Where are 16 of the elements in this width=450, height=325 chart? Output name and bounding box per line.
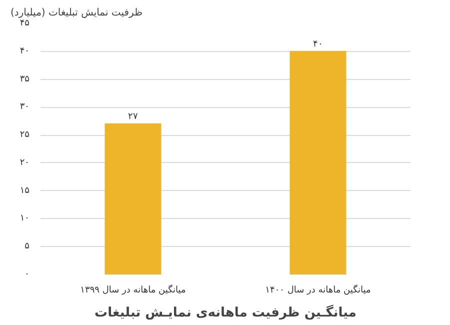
y-tick-label: ۴۰ (20, 46, 30, 56)
y-tick-label: ۴۵ (20, 18, 30, 28)
x-tick-label: میانگین ماهانه در سال ۱۳۹۹ (80, 284, 186, 296)
y-axis-title: ظرفیت نمایش تبلیغات (میلیارد) (10, 8, 143, 18)
data-label: ۴۰ (313, 38, 323, 48)
text: میانگـین ظرفیت ماهانه‌ی نمایـش تبلیغات (94, 304, 356, 320)
y-tick-label: ۳۵ (20, 74, 30, 84)
x-tick-label: میانگین ماهانه در سال ۱۴۰۰ (265, 284, 372, 296)
y-tick-label: ۳۰ (20, 102, 30, 112)
y-tick-label: ۲۰ (20, 158, 30, 168)
y-tick-label: ۲۵ (20, 130, 30, 140)
y-tick-label: ۰ (24, 270, 30, 280)
y-tick-label: ۱۵ (20, 186, 30, 196)
y-tick-label: ۱۰ (20, 214, 30, 224)
y-tick-label: ۵ (24, 242, 30, 252)
data-label: ۲۷ (128, 110, 138, 121)
